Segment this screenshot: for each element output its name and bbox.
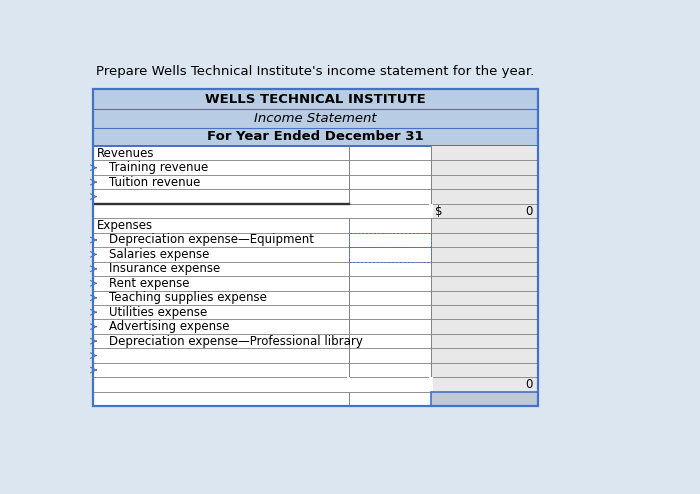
Bar [431, 392, 538, 406]
Bar [429, 204, 433, 218]
Text: Income Statement: Income Statement [254, 112, 377, 125]
Text: Rent expense: Rent expense [108, 277, 189, 290]
Text: Salaries expense: Salaries expense [108, 248, 209, 261]
Text: Expenses: Expenses [97, 219, 153, 232]
Bar [347, 377, 350, 392]
Text: Teaching supplies expense: Teaching supplies expense [108, 291, 267, 304]
Text: WELLS TECHNICAL INSTITUTE: WELLS TECHNICAL INSTITUTE [205, 92, 426, 106]
Bar [349, 247, 431, 262]
Bar [429, 377, 433, 392]
Text: 0: 0 [525, 378, 532, 391]
Text: Prepare Wells Technical Institute's income statement for the year.: Prepare Wells Technical Institute's inco… [96, 65, 534, 78]
Bar [93, 88, 538, 406]
Text: For Year Ended December 31: For Year Ended December 31 [207, 130, 424, 143]
Bar [431, 146, 538, 406]
Text: Utilities expense: Utilities expense [108, 306, 207, 319]
Text: $: $ [435, 205, 443, 217]
Text: Training revenue: Training revenue [108, 161, 208, 174]
Bar [93, 88, 538, 146]
Text: Advertising expense: Advertising expense [108, 320, 229, 333]
Text: 0: 0 [525, 205, 532, 217]
Bar [349, 233, 431, 247]
Text: Depreciation expense—Professional library: Depreciation expense—Professional librar… [108, 334, 363, 348]
Text: Insurance expense: Insurance expense [108, 262, 220, 275]
Bar [347, 204, 350, 218]
Bar [93, 146, 538, 406]
Text: Depreciation expense—Equipment: Depreciation expense—Equipment [108, 234, 314, 247]
Text: Tuition revenue: Tuition revenue [108, 176, 200, 189]
Text: Revenues: Revenues [97, 147, 154, 160]
